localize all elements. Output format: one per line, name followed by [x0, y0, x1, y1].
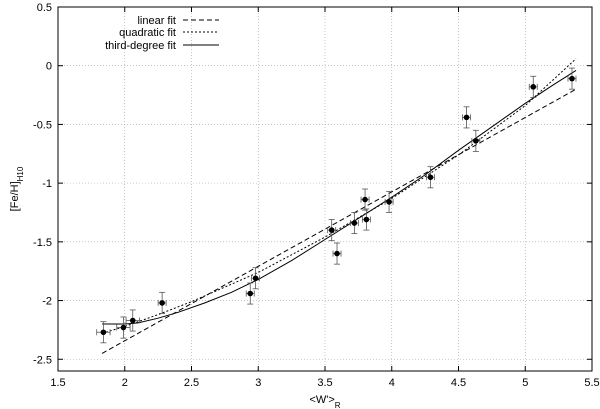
svg-text:[Fe/H]H10: [Fe/H]H10: [9, 166, 25, 211]
y-axis-label: [Fe/H]H10: [9, 166, 25, 211]
y-tick-label: 0: [46, 61, 52, 73]
legend-label-quadratic: quadratic fit: [119, 27, 176, 39]
y-tick-label: -2.5: [33, 354, 52, 366]
data-point: [361, 208, 371, 231]
x-tick-label: 4: [389, 377, 395, 389]
data-point: [332, 242, 342, 265]
y-tick-label: -1: [42, 178, 52, 190]
data-point: [360, 188, 370, 211]
data-points: [96, 67, 577, 344]
data-point: [426, 166, 435, 189]
data-marker: [530, 84, 537, 90]
data-marker: [463, 114, 470, 121]
grid: [58, 7, 592, 371]
data-point: [157, 291, 167, 314]
y-tick-label: -1.5: [33, 237, 52, 249]
data-point: [471, 129, 481, 152]
x-tick-label: 3.5: [317, 377, 332, 389]
x-axis-label-main: <W'>: [309, 394, 334, 406]
axis-ticks: 1.5 2 2.5 3 3.5 4 4.5 5 5.5 -2.5 -2 -1.5 -1 -0.5 0 0.5: [33, 2, 600, 389]
legend: linear fit quadratic fit third-degree fi…: [105, 15, 219, 52]
data-marker: [334, 250, 340, 257]
y-tick-label: -0.5: [33, 119, 52, 131]
x-tick-label: 2: [122, 377, 128, 389]
y-axis-label-sub: H10: [16, 166, 25, 181]
legend-label-linear: linear fit: [137, 15, 176, 27]
y-tick-label: -2: [42, 296, 52, 308]
data-point: [96, 321, 111, 344]
data-marker: [427, 174, 434, 181]
x-axis-label-sub: R: [335, 401, 341, 409]
y-tick-label: 0.5: [37, 2, 52, 14]
data-marker: [247, 290, 254, 297]
legend-label-third-degree: third-degree fit: [105, 40, 176, 52]
data-marker: [363, 216, 370, 223]
data-point: [462, 106, 471, 129]
series-line-third-degree: [102, 69, 577, 325]
series-line-quadratic: [101, 58, 577, 334]
data-point: [384, 190, 394, 213]
x-tick-label: 2.5: [184, 377, 199, 389]
x-tick-label: 3: [255, 377, 261, 389]
data-marker: [473, 138, 479, 144]
y-axis-label-main: [Fe/H]: [9, 181, 21, 211]
x-tick-label: 5: [522, 377, 528, 389]
x-tick-label: 5.5: [584, 377, 599, 389]
data-marker: [362, 196, 368, 203]
data-marker: [351, 220, 358, 226]
data-point: [125, 309, 140, 332]
x-tick-label: 1.5: [50, 377, 65, 389]
data-point: [327, 219, 337, 242]
data-marker: [129, 317, 136, 324]
data-point: [116, 316, 131, 339]
data-marker: [569, 75, 575, 82]
data-marker: [100, 329, 107, 336]
data-point: [349, 212, 359, 235]
data-point: [528, 75, 538, 98]
data-marker: [328, 227, 335, 233]
data-marker: [159, 300, 165, 306]
svg-text:<W'>R: <W'>R: [309, 394, 340, 409]
data-marker: [386, 199, 392, 205]
x-tick-label: 4.5: [451, 377, 466, 389]
data-marker: [252, 275, 259, 282]
data-marker: [120, 324, 127, 331]
fit-lines: [101, 58, 577, 354]
data-point: [567, 67, 577, 90]
x-axis-label: <W'>R: [309, 394, 340, 409]
data-point: [251, 267, 260, 290]
series-line-linear: [101, 88, 577, 354]
data-point: [245, 282, 255, 305]
